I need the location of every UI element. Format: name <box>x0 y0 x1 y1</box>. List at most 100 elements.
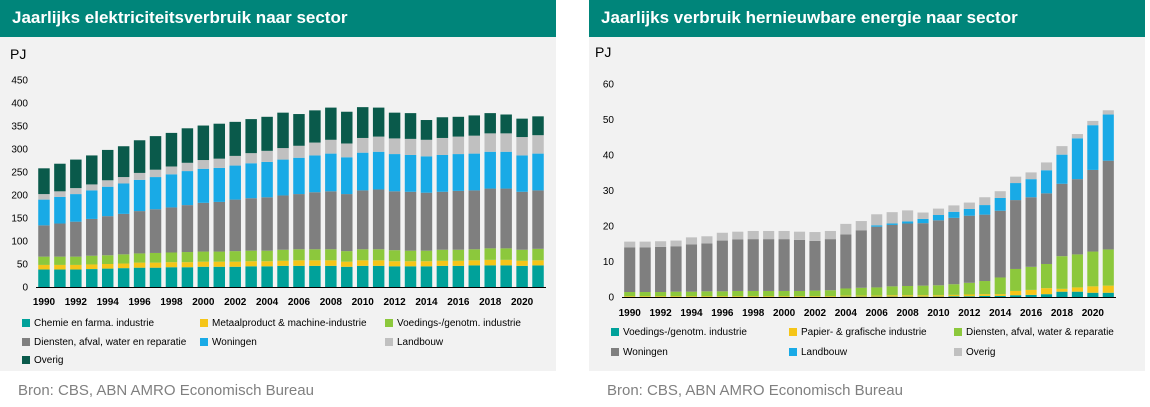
left-bar-2015-series-5 <box>436 137 449 155</box>
right-bar-1996-series-5 <box>716 232 728 241</box>
left-bar-1994-series-3 <box>101 216 114 256</box>
left-bar-1997-series-3 <box>149 209 162 253</box>
right-bar-2016-series-4 <box>1025 179 1037 198</box>
left-bar-2016-series-0 <box>452 265 465 287</box>
left-bar-2006-series-0 <box>293 265 305 287</box>
left-bar-2018-series-4 <box>484 151 496 189</box>
left-bar-1998-series-1 <box>165 262 178 268</box>
left-bar-2008-series-0 <box>325 265 337 287</box>
left-bar-2005-series-2 <box>277 249 289 261</box>
left-bar-1998-series-2 <box>165 252 178 263</box>
left-bar-1992-series-1 <box>70 264 82 270</box>
left-bar-1997-series-1 <box>149 262 162 268</box>
left-bar-2021-series-5 <box>532 135 544 154</box>
left-bar-1993-series-0 <box>86 269 98 287</box>
left-bar-2002-series-3 <box>229 199 241 252</box>
left-legend-label-2: Voedings-/genotm. industrie <box>397 318 521 329</box>
right-bar-2021-series-1 <box>1102 285 1114 293</box>
left-bar-2018-series-2 <box>484 248 496 260</box>
left-bar-2006-series-2 <box>293 249 305 261</box>
right-bar-2017-series-2 <box>1040 263 1053 289</box>
right-bar-2003-series-1 <box>824 296 836 297</box>
right-bar-2010-series-4 <box>932 215 945 221</box>
right-bar-1999-series-5 <box>763 230 775 240</box>
right-bar-2019-series-4 <box>1071 138 1083 180</box>
left-y-tick-label: 350 <box>11 122 28 133</box>
right-bar-2010-series-2 <box>932 285 945 296</box>
left-bar-1999-series-4 <box>181 171 194 206</box>
left-bar-2006-series-6 <box>293 114 305 146</box>
right-bar-2012-series-5 <box>963 202 975 209</box>
right-legend-label-1: Papier- & grafische industrie <box>801 327 927 338</box>
left-bar-2009-series-5 <box>341 143 353 158</box>
right-y-axis-title: PJ <box>595 44 611 60</box>
left-bar-2000-series-0 <box>197 266 210 287</box>
right-bar-2011-series-5 <box>948 205 960 212</box>
left-bar-1990-series-1 <box>38 264 50 270</box>
right-bar-2000-series-2 <box>778 290 790 297</box>
left-bar-2019-series-6 <box>500 114 512 134</box>
right-bar-2015-series-5 <box>1010 176 1022 184</box>
right-legend-swatch-5 <box>954 348 962 356</box>
right-x-tick-label: 2006 <box>866 308 889 319</box>
left-bar-2007-series-4 <box>309 155 321 193</box>
left-bar-2018-series-6 <box>484 113 496 134</box>
left-bar-2014-series-4 <box>420 156 433 193</box>
left-bar-2000-series-5 <box>197 160 210 169</box>
left-legend-swatch-5 <box>385 338 393 346</box>
right-bar-2018-series-3 <box>1056 183 1068 257</box>
left-bar-2017-series-1 <box>468 260 481 266</box>
right-bar-2003-series-5 <box>824 230 836 240</box>
right-bar-2000-series-3 <box>778 239 790 291</box>
right-bar-2005-series-1 <box>855 295 867 297</box>
right-bar-2017-series-4 <box>1040 170 1053 194</box>
right-bar-1994-series-3 <box>685 244 698 292</box>
left-bar-1998-series-3 <box>165 207 178 253</box>
left-bar-2020-series-2 <box>516 249 528 261</box>
left-chart-source: Bron: CBS, ABN AMRO Economisch Bureau <box>18 382 314 399</box>
left-legend-swatch-4 <box>200 338 208 346</box>
right-bar-1991-series-5 <box>639 241 651 248</box>
right-bar-2021-series-4 <box>1102 114 1114 161</box>
right-bar-1999-series-3 <box>763 239 775 291</box>
left-legend-label-0: Chemie en farma. industrie <box>34 318 154 329</box>
right-bar-1995-series-1 <box>701 296 713 297</box>
right-bar-2002-series-3 <box>809 240 821 291</box>
right-bar-1991-series-2 <box>639 292 651 297</box>
left-bar-2010-series-3 <box>356 190 369 250</box>
left-bar-1996-series-4 <box>133 179 146 212</box>
left-x-tick-label: 2016 <box>447 297 470 308</box>
left-bar-2002-series-4 <box>229 165 241 200</box>
left-bar-2018-series-5 <box>484 133 496 152</box>
right-bar-2001-series-5 <box>793 231 806 240</box>
right-bar-1991-series-3 <box>639 247 651 293</box>
left-bar-2004-series-6 <box>261 116 273 151</box>
left-bar-1993-series-4 <box>86 190 98 219</box>
right-bar-2006-series-3 <box>871 226 883 288</box>
left-bar-2010-series-6 <box>356 107 369 138</box>
right-bar-2006-series-4 <box>871 225 883 227</box>
left-bar-2011-series-4 <box>372 151 385 190</box>
left-y-tick-label: 250 <box>11 168 28 179</box>
right-legend-label-5: Overig <box>966 347 995 358</box>
right-bar-2017-series-1 <box>1040 288 1053 295</box>
right-chart-source: Bron: CBS, ABN AMRO Economisch Bureau <box>607 382 903 399</box>
left-legend-swatch-0 <box>22 319 30 327</box>
left-bar-1996-series-0 <box>133 267 146 287</box>
right-bar-1994-series-1 <box>685 296 698 297</box>
right-y-tick-label: 40 <box>603 151 615 162</box>
right-bar-2012-series-4 <box>963 208 975 216</box>
left-bar-2014-series-6 <box>420 120 433 140</box>
left-bar-2020-series-1 <box>516 260 528 266</box>
right-bar-2018-series-5 <box>1056 146 1068 155</box>
left-bar-2016-series-2 <box>452 249 465 261</box>
left-bar-2005-series-5 <box>277 148 289 160</box>
right-bar-1990-series-3 <box>624 247 636 293</box>
right-bar-2011-series-4 <box>948 211 960 218</box>
right-bar-1990-series-1 <box>624 296 636 297</box>
left-bar-2017-series-0 <box>468 265 481 287</box>
left-bar-2014-series-5 <box>420 139 433 157</box>
left-bar-1990-series-3 <box>38 225 50 257</box>
left-bar-2008-series-6 <box>325 107 337 140</box>
right-bar-2007-series-3 <box>886 224 898 287</box>
